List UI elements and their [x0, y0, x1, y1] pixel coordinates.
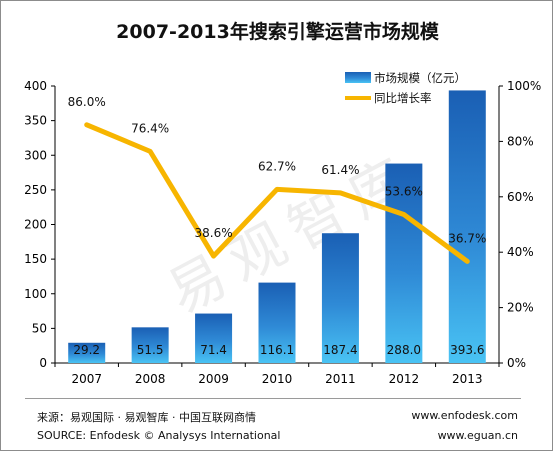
bar-value-label: 71.4	[200, 343, 227, 357]
y-left-tick-label: 200	[24, 218, 47, 232]
x-tick-label: 2013	[452, 372, 483, 386]
site-enfodesk: www.enfodesk.com	[411, 409, 518, 422]
growth-rate-label: 76.4%	[131, 121, 169, 135]
y-left-tick-label: 350	[24, 114, 47, 128]
growth-rate-label: 62.7%	[258, 159, 296, 173]
chart-title: 2007-2013年搜索引擎运营市场规模	[116, 21, 439, 43]
growth-rate-label: 86.0%	[68, 95, 106, 109]
x-tick-label: 2010	[262, 372, 293, 386]
bar	[68, 342, 106, 363]
x-tick-label: 2009	[198, 372, 229, 386]
source-cn: 来源：易观国际 · 易观智库 · 中国互联网商情	[37, 411, 256, 424]
y-right-tick-label: 80%	[507, 134, 534, 148]
bar-value-label: 187.4	[323, 343, 357, 357]
bar-value-label: 288.0	[387, 343, 421, 357]
x-tick-label: 2012	[389, 372, 420, 386]
y-left-tick-label: 400	[24, 79, 47, 93]
bar-value-label: 51.5	[137, 343, 164, 357]
y-right-tick-label: 0%	[507, 356, 526, 370]
bar	[195, 313, 233, 363]
bar	[321, 233, 359, 363]
growth-rate-label: 61.4%	[321, 163, 359, 177]
y-left-tick-label: 250	[24, 183, 47, 197]
growth-rate-label: 53.6%	[385, 185, 423, 199]
growth-rate-label: 36.7%	[448, 231, 486, 245]
y-left-tick-label: 150	[24, 252, 47, 266]
y-left-tick-label: 100	[24, 287, 47, 301]
y-right-tick-label: 100%	[507, 79, 541, 93]
bar	[385, 163, 423, 363]
source-en: SOURCE: Enfodesk © Analysys Internationa…	[37, 429, 281, 442]
bar	[448, 90, 486, 363]
bar	[131, 327, 169, 363]
y-right-tick-label: 20%	[507, 301, 534, 315]
y-left-tick-label: 300	[24, 148, 47, 162]
y-right-tick-label: 60%	[507, 190, 534, 204]
site-eguan: www.eguan.cn	[437, 429, 518, 442]
chart-svg: 0 50 100 150 200 250 300 350 400 0% 20% 40% 60% 80% 10…	[24, 71, 541, 386]
legend-bar-swatch	[345, 72, 371, 83]
bar-value-label: 393.6	[450, 343, 484, 357]
footer-divider	[25, 398, 521, 399]
x-tick-label: 2008	[135, 372, 166, 386]
legend-line-label: 同比增长率	[374, 91, 432, 105]
growth-rate-line	[84, 122, 470, 264]
legend-bar-label: 市场规模（亿元）	[374, 71, 466, 85]
y-right-tick-label: 40%	[507, 245, 534, 259]
x-tick-label: 2011	[325, 372, 356, 386]
y-left-tick-label: 0	[39, 356, 47, 370]
x-tick-label: 2007	[71, 372, 102, 386]
y-left-tick-label: 50	[32, 321, 47, 335]
bar	[258, 282, 296, 363]
growth-rate-label: 38.6%	[195, 226, 233, 240]
bar-value-label: 29.2	[73, 343, 100, 357]
bar-value-label: 116.1	[260, 343, 294, 357]
